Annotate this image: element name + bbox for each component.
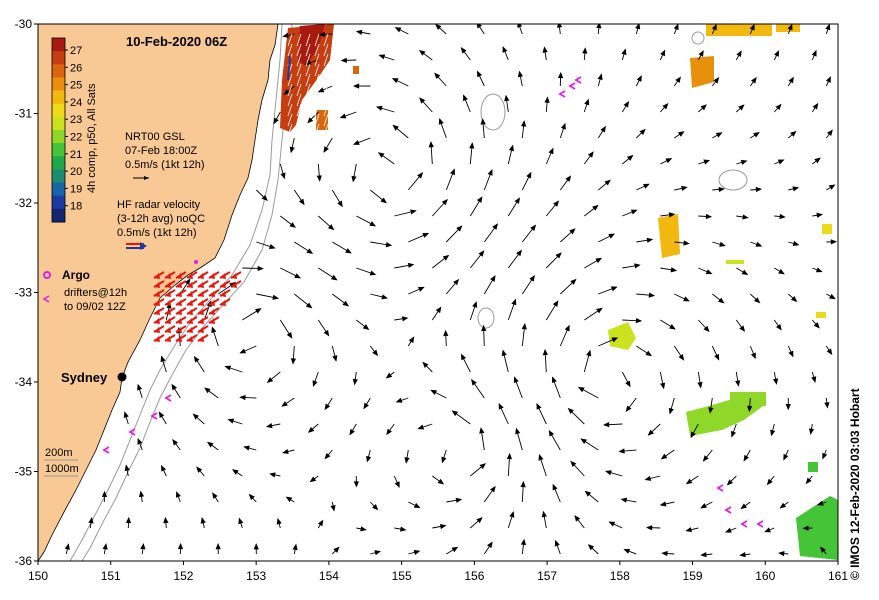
hf-legend: HF radar velocity (3-12h avg) noQC 0.5m/…	[117, 199, 205, 250]
colorbar-tick: 18	[70, 201, 82, 213]
bathy-200m-contour	[69, 24, 283, 561]
y-tick-label: -31	[15, 107, 33, 121]
y-axis: -30 -31 -32 -33 -34 -35 -36	[15, 17, 38, 568]
x-tick-label: 161	[828, 569, 848, 583]
bathy-1000m-contour	[81, 24, 293, 561]
drifter-marker-icon	[42, 295, 50, 303]
x-tick-label: 159	[683, 569, 703, 583]
gsl-legend: NRT00 GSL 07-Feb 18:00Z 0.5m/s (1kt 12h)	[125, 131, 204, 180]
x-tick-label: 156	[464, 569, 484, 583]
colorbar-tick: 23	[70, 114, 82, 126]
colorbar-label: 4h comp, p50, All Sats	[86, 83, 98, 193]
colorbar-tick: 21	[70, 149, 82, 161]
argo-legend: Argo drifters@12h to 09/02 12Z	[42, 268, 127, 313]
hf-radar-site-north	[287, 55, 291, 81]
x-tick-label: 153	[246, 569, 266, 583]
copyright-credit: © IMOS 12-Feb-2020 03:03 Hobart	[848, 388, 862, 580]
x-axis: 150 151 152 153 154 155 156 157 158 159 160 161	[28, 561, 848, 583]
colorbar-tick: 25	[70, 80, 82, 92]
y-tick-label: -32	[15, 196, 33, 210]
gsl-current-vectors	[64, 24, 837, 558]
hf-legend-line2: (3-12h avg) noQC	[117, 213, 205, 225]
y-tick-label: -36	[15, 554, 33, 568]
colorbar-tick: 20	[70, 166, 82, 178]
colorbar-tick: 19	[70, 183, 82, 195]
x-tick-label: 151	[101, 569, 121, 583]
argo-label: Argo	[62, 268, 90, 282]
depth-legend: 200m 1000m	[44, 447, 79, 477]
sydney-marker	[117, 372, 127, 382]
sst-patches	[280, 24, 838, 560]
x-tick-label: 154	[319, 569, 339, 583]
colorbar-tick: 26	[70, 62, 82, 74]
argo-marker-icon	[43, 271, 51, 279]
x-tick-label: 157	[537, 569, 557, 583]
hf-radar-vectors	[153, 33, 329, 342]
drifters-legend-line2: to 09/02 12Z	[64, 301, 126, 313]
seamount-contours	[477, 31, 748, 329]
hf-legend-line1: HF radar velocity	[117, 199, 201, 211]
drifters-legend-line1: drifters@12h	[64, 287, 127, 299]
y-tick-label: -33	[15, 286, 33, 300]
x-tick-label: 152	[173, 569, 193, 583]
sydney-label: Sydney	[61, 370, 108, 385]
y-tick-label: -30	[15, 17, 33, 31]
gsl-legend-line1: NRT00 GSL	[125, 131, 185, 143]
colorbar-tick: 24	[70, 97, 82, 109]
hf-legend-line3: 0.5m/s (1kt 12h)	[117, 227, 196, 239]
x-tick-label: 158	[610, 569, 630, 583]
x-tick-label: 160	[755, 569, 775, 583]
colorbar-tick: 27	[70, 45, 82, 57]
y-tick-label: -35	[15, 465, 33, 479]
depth-200-label: 200m	[45, 447, 73, 459]
colorbar: 27 26 25 24 23 22 21 20 19 18 4h comp, p50, All S…	[51, 37, 98, 223]
drifter-tracks	[102, 76, 764, 528]
map-title: 10-Feb-2020 06Z	[126, 34, 227, 49]
y-tick-label: -34	[15, 375, 33, 389]
colorbar-tick: 22	[70, 132, 82, 144]
gsl-legend-line3: 0.5m/s (1kt 12h)	[125, 159, 204, 171]
depth-1000-label: 1000m	[45, 463, 79, 475]
x-tick-label: 155	[392, 569, 412, 583]
x-tick-label: 150	[28, 569, 48, 583]
gsl-legend-line2: 07-Feb 18:00Z	[125, 145, 197, 157]
